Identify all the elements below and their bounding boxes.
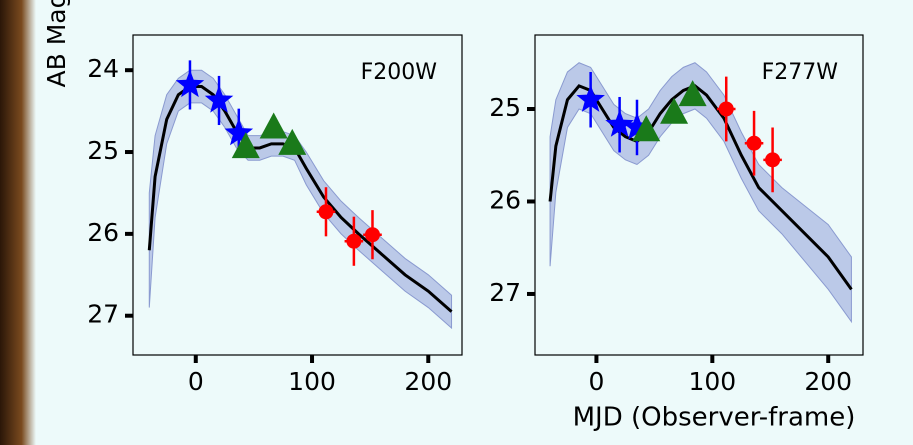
circle-point: [746, 135, 762, 151]
star-point: [605, 109, 634, 137]
x-tick-label: 100: [688, 367, 736, 396]
y-tick-label: 26: [489, 185, 521, 214]
star-point: [175, 69, 205, 98]
triangle-point: [259, 112, 288, 139]
circle-point: [318, 204, 334, 220]
triangle-point: [632, 115, 661, 142]
star-point: [224, 118, 254, 146]
circle-point: [765, 152, 781, 168]
triangle-point: [660, 97, 689, 124]
triangle-point: [231, 132, 260, 159]
axes-frame: [132, 34, 463, 356]
y-tick-label: 25: [87, 136, 119, 165]
axes-frame: [534, 34, 864, 356]
triangle-point: [678, 80, 707, 107]
panel-title: F277W: [762, 60, 839, 85]
x-tick-label: 200: [404, 367, 452, 396]
circle-point: [346, 233, 362, 249]
x-axis-label: MJD (Observer-frame): [573, 403, 856, 433]
uncertainty-band: [148, 69, 453, 330]
y-tick-label: 26: [87, 218, 119, 247]
star-point: [204, 85, 234, 113]
circle-point: [718, 101, 734, 117]
y-tick-label: 27: [489, 278, 521, 307]
x-tick-label: 100: [288, 367, 336, 396]
star-point: [622, 112, 652, 140]
panel-title: F200W: [361, 60, 438, 85]
y-axis-label: AB Mag: [42, 0, 71, 87]
circle-point: [364, 227, 380, 243]
y-tick-label: 27: [87, 300, 119, 329]
x-tick-label: 0: [588, 367, 604, 396]
image-edge: [0, 0, 36, 445]
x-tick-label: 0: [188, 367, 204, 396]
triangle-point: [278, 128, 307, 155]
x-tick-label: 200: [804, 367, 852, 396]
y-tick-label: 24: [87, 54, 119, 83]
star-point: [576, 84, 605, 112]
y-tick-label: 25: [489, 93, 521, 122]
model-line: [548, 84, 853, 291]
